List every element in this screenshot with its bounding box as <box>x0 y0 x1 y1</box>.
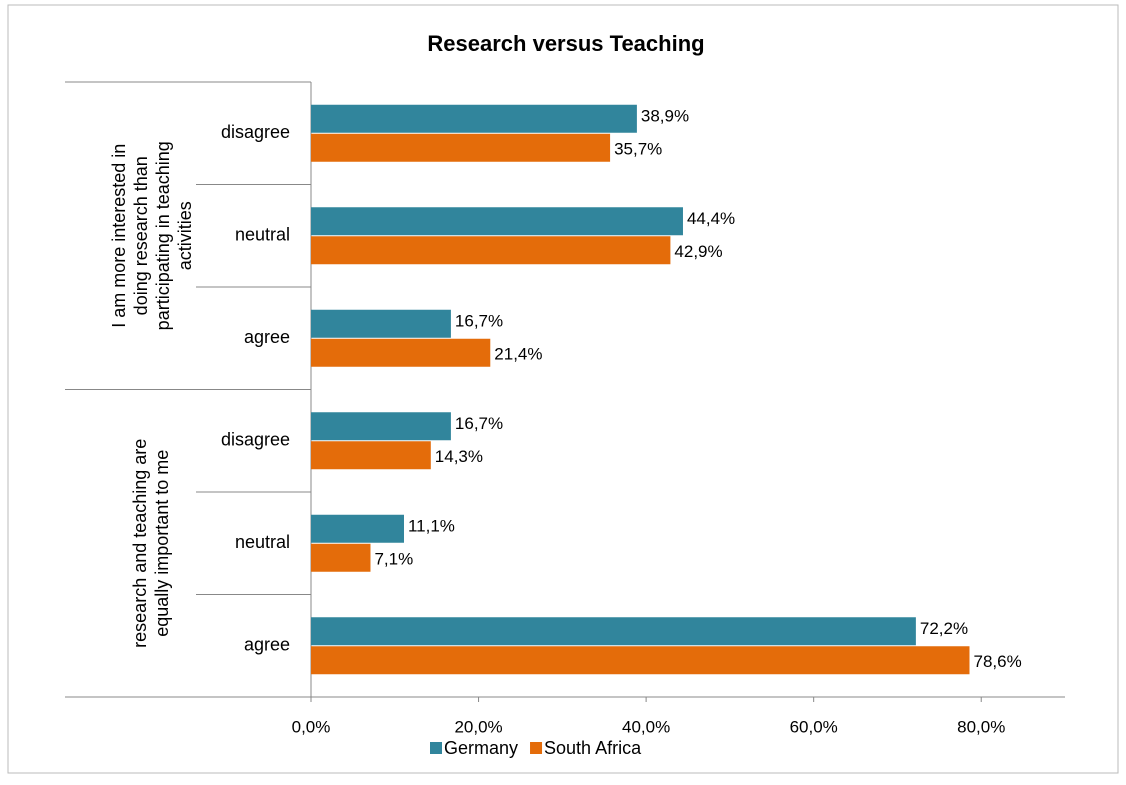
bar <box>311 617 916 646</box>
value-label: 42,9% <box>674 242 722 261</box>
bar <box>311 309 451 338</box>
bar <box>311 236 671 265</box>
y-tick-label: disagree <box>221 122 290 142</box>
bar <box>311 104 637 133</box>
bar <box>311 338 491 367</box>
y-tick-label: neutral <box>235 225 290 245</box>
value-label: 7,1% <box>374 550 413 569</box>
value-label: 78,6% <box>973 652 1021 671</box>
value-label: 11,1% <box>408 517 455 536</box>
value-label: 38,9% <box>641 107 689 126</box>
bar <box>311 646 970 675</box>
group-label: research and teaching are <box>130 439 150 648</box>
x-tick-label: 40,0% <box>622 717 670 736</box>
x-tick-label: 80,0% <box>957 717 1005 736</box>
group-label: participating in teaching <box>153 141 173 330</box>
bar <box>311 133 611 162</box>
legend-swatch <box>530 742 543 754</box>
y-tick-label: neutral <box>235 532 290 552</box>
legend-label: South Africa <box>544 738 642 758</box>
x-tick-label: 0,0% <box>292 717 331 736</box>
value-label: 35,7% <box>614 140 662 159</box>
y-tick-label: agree <box>244 635 290 655</box>
legend-swatch <box>430 742 442 754</box>
legend-label: Germany <box>444 738 518 758</box>
bar <box>311 543 371 572</box>
group-label: I am more interested in <box>109 144 129 328</box>
y-tick-label: agree <box>244 327 290 347</box>
bar <box>311 412 451 441</box>
x-tick-label: 60,0% <box>790 717 838 736</box>
value-label: 14,3% <box>435 447 483 466</box>
value-label: 72,2% <box>920 619 968 638</box>
bar <box>311 207 683 236</box>
group-label: doing research than <box>131 156 151 315</box>
value-label: 21,4% <box>494 345 542 364</box>
chart-title: Research versus Teaching <box>427 31 704 56</box>
bar <box>311 441 431 470</box>
x-tick-label: 20,0% <box>454 717 502 736</box>
value-label: 16,7% <box>455 414 503 433</box>
group-label: equally important to me <box>152 450 172 637</box>
value-label: 16,7% <box>455 312 503 331</box>
bar <box>311 514 404 543</box>
value-label: 44,4% <box>687 209 735 228</box>
group-label: activities <box>175 201 195 270</box>
y-tick-label: disagree <box>221 430 290 450</box>
